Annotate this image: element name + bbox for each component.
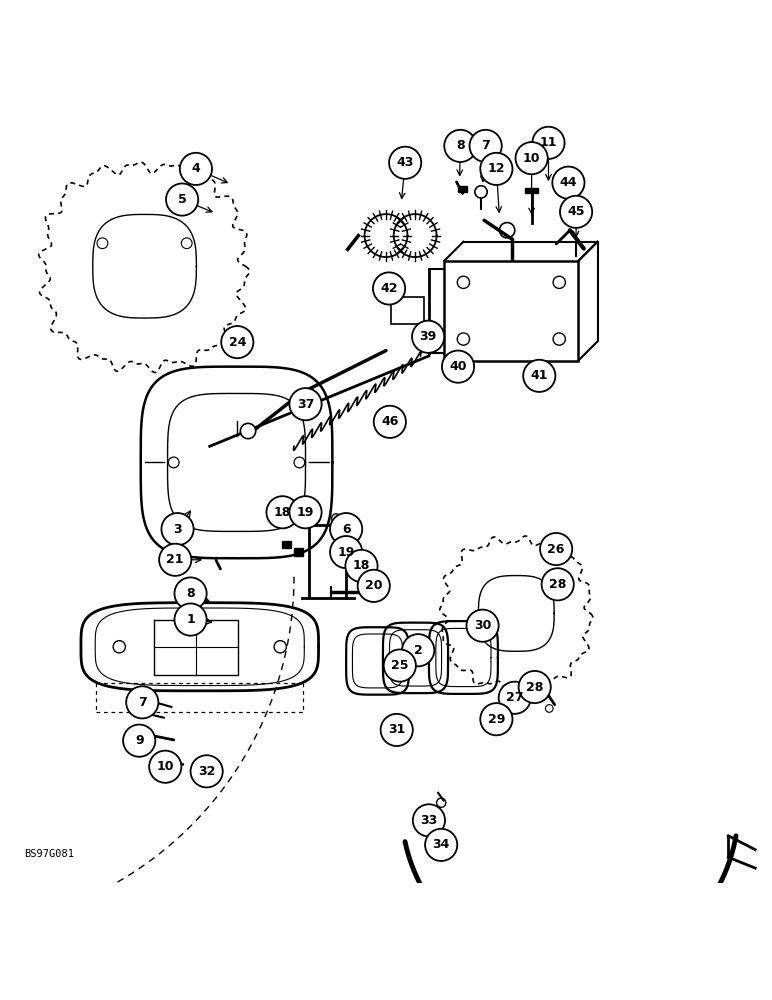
Bar [444,261,578,361]
Text: 46: 46 [381,415,398,428]
Text: 4: 4 [191,162,200,175]
Text: 43: 43 [397,156,414,169]
Bar [458,186,467,192]
Text: 45: 45 [567,205,585,218]
Text: 12: 12 [488,162,505,175]
Circle shape [384,649,416,682]
Text: 7: 7 [138,696,147,709]
Text: 18: 18 [353,559,370,572]
Circle shape [159,544,191,576]
Text: BS97G081: BS97G081 [24,849,74,859]
Text: 33: 33 [420,814,438,827]
Circle shape [166,183,198,216]
Text: 20: 20 [365,579,382,592]
Text: 6: 6 [342,523,350,536]
Text: 19: 19 [297,506,314,519]
Text: 3: 3 [173,523,182,536]
Circle shape [425,829,457,861]
Text: 41: 41 [530,369,548,382]
Circle shape [444,130,476,162]
Circle shape [499,682,531,714]
Bar [282,541,291,548]
Text: 27: 27 [506,691,523,704]
Bar [526,188,538,193]
Circle shape [540,533,572,565]
Text: 34: 34 [432,838,450,851]
Circle shape [519,671,550,703]
Text: 19: 19 [337,546,355,559]
Text: 42: 42 [381,282,398,295]
Circle shape [174,603,207,636]
Text: 11: 11 [540,136,557,149]
Text: 21: 21 [167,553,184,566]
Circle shape [480,703,513,735]
Text: 28: 28 [526,681,543,694]
Text: 7: 7 [481,139,490,152]
Circle shape [469,130,502,162]
Circle shape [389,147,422,179]
Circle shape [413,804,445,836]
Text: 8: 8 [456,139,465,152]
Circle shape [149,751,181,783]
Circle shape [542,568,574,600]
Circle shape [442,351,474,383]
Circle shape [290,388,322,420]
Text: 37: 37 [297,398,314,411]
Circle shape [161,513,194,545]
Circle shape [475,186,487,198]
Circle shape [191,755,223,787]
Text: 18: 18 [274,506,291,519]
Circle shape [516,142,547,174]
Circle shape [180,153,212,185]
Text: 5: 5 [178,193,187,206]
Text: 2: 2 [414,644,422,657]
Text: 24: 24 [229,336,246,349]
Text: 10: 10 [157,760,174,773]
Circle shape [523,360,555,392]
Circle shape [345,550,378,582]
Circle shape [374,406,406,438]
Text: 39: 39 [419,330,437,343]
Circle shape [381,714,413,746]
Circle shape [174,577,207,610]
Bar [391,297,425,324]
Circle shape [412,321,444,353]
Circle shape [480,153,513,185]
Text: 26: 26 [547,543,565,556]
Text: 30: 30 [474,619,491,632]
Bar [294,548,303,556]
Circle shape [552,167,584,199]
Text: 29: 29 [488,713,505,726]
Text: 25: 25 [391,659,408,672]
Circle shape [330,513,362,545]
Text: 28: 28 [549,578,567,591]
Text: 1: 1 [186,613,195,626]
Circle shape [402,634,435,666]
Circle shape [560,196,592,228]
Circle shape [290,496,322,528]
Circle shape [466,610,499,642]
Text: 9: 9 [135,734,144,747]
Circle shape [330,536,362,568]
Circle shape [123,725,155,757]
Text: 40: 40 [449,360,467,373]
Text: 31: 31 [388,723,405,736]
Circle shape [222,326,253,358]
Circle shape [533,127,564,159]
Circle shape [126,686,158,718]
Text: 32: 32 [198,765,215,778]
Circle shape [373,272,405,305]
Text: 8: 8 [186,587,195,600]
Circle shape [357,570,390,602]
Text: 10: 10 [523,152,540,165]
Circle shape [240,423,256,439]
Text: 44: 44 [560,176,577,189]
Circle shape [266,496,299,528]
